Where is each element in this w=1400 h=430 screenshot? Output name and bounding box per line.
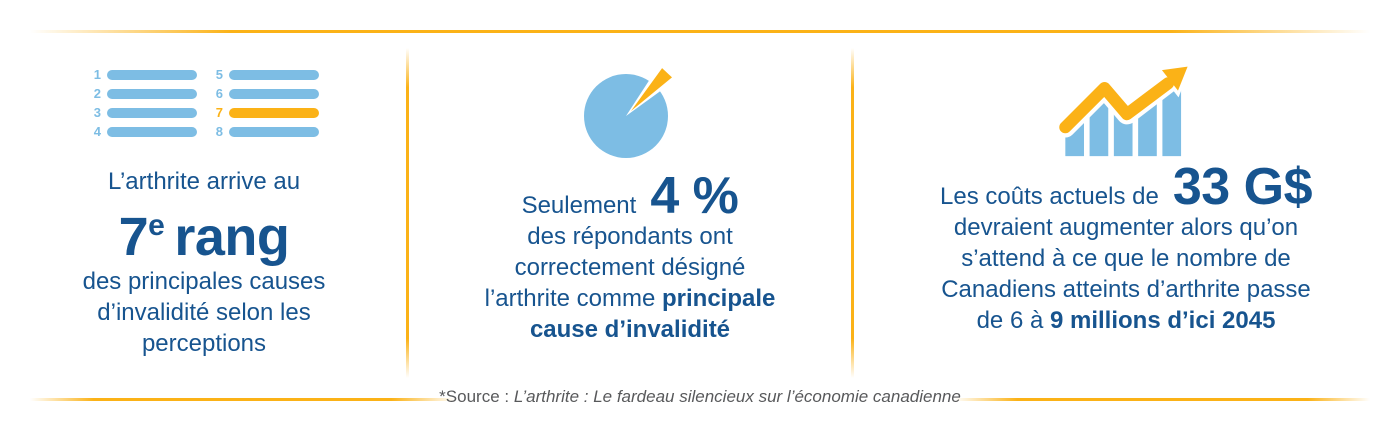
- rank-number: 1: [93, 67, 101, 82]
- bottom-divider-rule-left: [30, 398, 455, 401]
- cost-line-4-normal: de 6 à: [976, 307, 1050, 334]
- cost-headline: Les coûts actuels de 33 G$: [940, 158, 1313, 216]
- cost-statement: Les coûts actuels de 33 G$ devraient augm…: [940, 158, 1313, 336]
- ranking-pill: [107, 108, 197, 118]
- rank-number: 8: [215, 124, 223, 139]
- bar-chart-growth-icon: [1056, 63, 1192, 157]
- cost-line-2: s’attend à ce que le nombre de: [961, 245, 1291, 272]
- panel-rising-costs: Les coûts actuels de 33 G$ devraient augm…: [852, 30, 1400, 398]
- cost-line-3: Canadiens atteints d’arthrite passe: [941, 276, 1311, 303]
- source-prefix: *Source :: [439, 387, 514, 406]
- cost-line-1: devraient augmenter alors qu’on: [953, 214, 1299, 241]
- panel-divider-1: [406, 48, 409, 378]
- rank-number: 3: [93, 105, 101, 120]
- pie-line-3-normal: l’arthrite comme: [484, 285, 662, 312]
- rank-big-number: 7: [118, 207, 149, 267]
- infographic-panels: 1 5 2 6 3 7 4 8 L’arthrite arrive au 7e r…: [0, 30, 1400, 398]
- rank-number: 5: [215, 67, 223, 82]
- ranking-pill: [107, 127, 197, 137]
- rank-number: 2: [93, 86, 101, 101]
- cost-line-4-bold: 9 millions d’ici 2045: [1049, 307, 1276, 334]
- pie-big-percentage: 4 %: [650, 167, 739, 225]
- ranking-pill: [107, 89, 197, 99]
- rank-number: 4: [93, 124, 101, 139]
- top-divider-rule: [30, 30, 1370, 33]
- pie-headline: Seulement 4 %: [485, 167, 776, 225]
- ranking-pill: [229, 127, 319, 137]
- pie-line-1: des répondants ont: [527, 223, 733, 250]
- cost-line-4: de 6 à 9 millions d’ici 2045: [940, 305, 1312, 336]
- rank-statement: L’arthrite arrive au 7e rang des principa…: [83, 166, 326, 359]
- rank-big-word: rang: [174, 207, 290, 267]
- panel-arthritis-rank: 1 5 2 6 3 7 4 8 L’arthrite arrive au 7e r…: [0, 30, 408, 398]
- pie-line-3-bold: principale: [662, 285, 776, 312]
- ranking-pill: [107, 70, 197, 80]
- rank-ordinal-suffix: e: [148, 209, 165, 242]
- ranking-pill: [229, 89, 319, 99]
- cost-lead-text: Les coûts actuels de: [940, 183, 1159, 210]
- rank-line-2: des principales causes: [82, 268, 326, 295]
- pie-line-2: correctement désigné: [514, 254, 746, 281]
- pie-line-3: l’arthrite comme principale: [485, 283, 776, 314]
- cost-big-amount: 33 G$: [1172, 158, 1313, 216]
- rank-line-1: L’arthrite arrive au: [107, 168, 301, 195]
- panel-divider-2: [851, 48, 854, 378]
- pie-chart-icon: [584, 68, 672, 158]
- ranking-list-icon: 1 5 2 6 3 7 4 8: [89, 67, 319, 139]
- rank-line-4: perceptions: [141, 330, 267, 357]
- rank-big-text: 7e rang: [83, 197, 326, 266]
- pie-statement: Seulement 4 % des répondants ont correcte…: [485, 167, 776, 345]
- rank-number-highlighted: 7: [215, 105, 223, 120]
- rank-number: 6: [215, 86, 223, 101]
- ranking-pill: [229, 70, 319, 80]
- pie-line-4-bold: cause d’invalidité: [529, 316, 731, 343]
- ranking-pill-highlighted: [229, 108, 319, 118]
- pie-lead-text: Seulement: [521, 192, 637, 219]
- panel-survey-percentage: Seulement 4 % des répondants ont correcte…: [408, 30, 852, 398]
- bottom-divider-rule-right: [955, 398, 1370, 401]
- source-footnote: *Source : L’arthrite : Le fardeau silenc…: [0, 387, 1400, 407]
- source-title: L’arthrite : Le fardeau silencieux sur l…: [513, 387, 961, 406]
- rank-line-3: d’invalidité selon les: [97, 299, 311, 326]
